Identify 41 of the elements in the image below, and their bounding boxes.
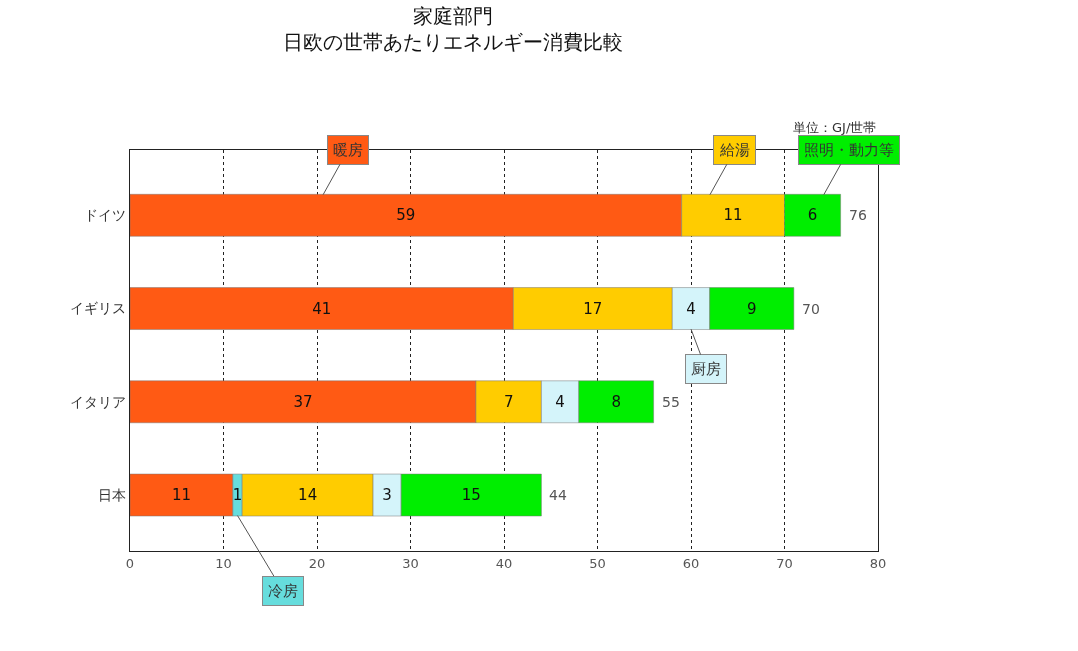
x-tick-label: 0: [125, 555, 135, 571]
data-label: 17: [583, 299, 603, 318]
text: 給湯: [719, 141, 750, 159]
y-tick-label: イタリア: [70, 393, 127, 410]
data-label: 9: [747, 299, 757, 318]
text: 暖房: [333, 141, 363, 159]
data-label: 1: [232, 486, 243, 505]
x-tick-label: 50: [589, 555, 606, 571]
data-label: 59: [396, 206, 416, 225]
data-label: 4: [555, 392, 565, 411]
data-label: 37: [293, 392, 313, 411]
x-tick-label: 80: [869, 555, 887, 571]
x-tick-label: 10: [215, 555, 232, 571]
x-tick-label: 60: [682, 555, 700, 571]
data-label: 11: [723, 206, 743, 225]
x-tick-label: 40: [495, 555, 513, 571]
data-label: 8: [611, 392, 621, 411]
text: 照明・動力等: [804, 141, 894, 159]
y-tick-label: ドイツ: [84, 207, 127, 224]
data-label: 4: [686, 299, 696, 318]
chart-title: 家庭部門: [412, 3, 493, 28]
chart-subtitle: 日欧の世帯あたりエネルギー消費比較: [282, 29, 623, 54]
total-label: 76: [849, 207, 867, 223]
total-label: 55: [662, 394, 680, 410]
text: 厨房: [691, 360, 721, 378]
data-label: 7: [503, 392, 514, 411]
x-tick-label: 20: [308, 555, 326, 571]
x-tick-label: 70: [776, 555, 793, 571]
text: 単位：GJ/世帯: [793, 120, 877, 135]
data-label: 15: [461, 486, 481, 505]
data-label: 14: [298, 486, 318, 505]
text: 冷房: [268, 582, 298, 600]
y-tick-label: イギリス: [70, 300, 127, 317]
data-label: 11: [171, 486, 191, 505]
data-label: 41: [312, 299, 332, 318]
data-label: 6: [807, 206, 818, 225]
total-label: 44: [549, 487, 567, 503]
y-tick-label: 日本: [98, 486, 127, 503]
x-tick-label: 30: [402, 555, 419, 571]
total-label: 70: [802, 301, 820, 317]
data-label: 3: [382, 486, 392, 505]
